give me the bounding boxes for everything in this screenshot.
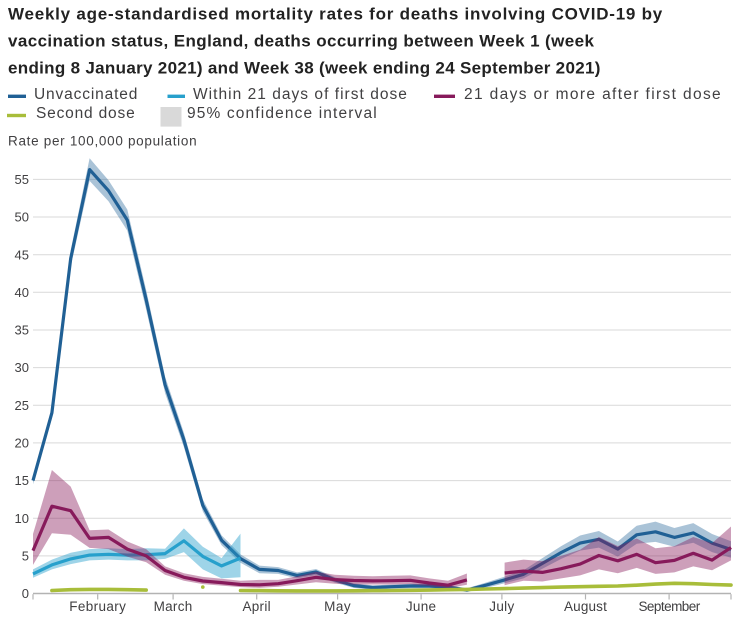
svg-text:Rate per 100,000 population: Rate per 100,000 population (8, 134, 197, 149)
svg-text:July: July (489, 599, 514, 614)
svg-text:Weekly age-standardised mortal: Weekly age-standardised mortality rates … (8, 5, 663, 24)
svg-text:April: April (242, 599, 271, 614)
svg-text:50: 50 (15, 210, 29, 225)
svg-text:Within 21 days of first dose: Within 21 days of first dose (193, 86, 408, 103)
svg-text:20: 20 (15, 436, 29, 451)
svg-text:August: August (564, 599, 607, 614)
svg-text:Second dose: Second dose (36, 105, 136, 122)
svg-text:May: May (324, 599, 351, 614)
svg-text:March: March (154, 599, 193, 614)
svg-text:vaccination status, England, d: vaccination status, England, deaths occu… (8, 32, 594, 51)
svg-text:95% confidence interval: 95% confidence interval (187, 105, 378, 122)
svg-text:45: 45 (15, 247, 29, 262)
svg-text:15: 15 (15, 473, 29, 488)
svg-text:ending 8 January 2021) and Wee: ending 8 January 2021) and Week 38 (week… (8, 59, 601, 78)
svg-text:30: 30 (15, 360, 29, 375)
svg-text:55: 55 (15, 172, 29, 187)
svg-text:Unvaccinated: Unvaccinated (34, 86, 138, 103)
svg-text:25: 25 (15, 398, 29, 413)
svg-text:0: 0 (22, 586, 29, 601)
svg-text:September: September (638, 599, 700, 614)
svg-text:June: June (406, 599, 436, 614)
svg-text:5: 5 (22, 549, 29, 564)
svg-text:February: February (69, 599, 126, 614)
svg-text:35: 35 (15, 323, 29, 338)
svg-text:40: 40 (15, 285, 29, 300)
svg-text:21 days or more after first do: 21 days or more after first dose (464, 86, 722, 103)
svg-text:10: 10 (15, 511, 29, 526)
